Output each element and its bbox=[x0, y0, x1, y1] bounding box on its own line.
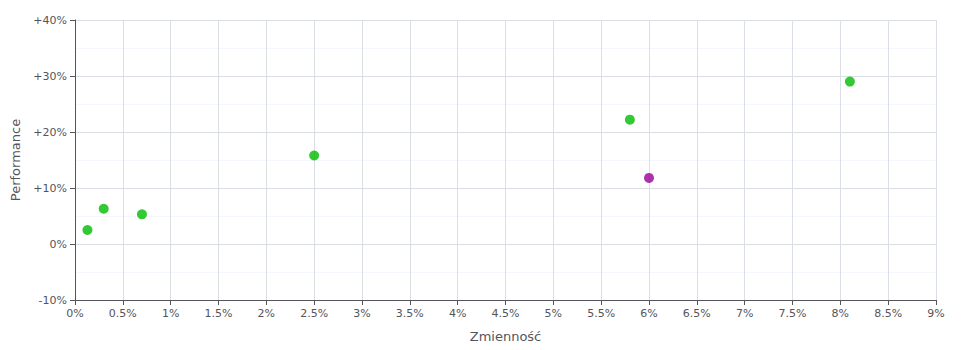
svg-text:0.5%: 0.5% bbox=[109, 307, 137, 320]
svg-text:+20%: +20% bbox=[33, 126, 67, 139]
svg-text:9%: 9% bbox=[927, 307, 944, 320]
svg-text:6.5%: 6.5% bbox=[683, 307, 711, 320]
svg-text:0%: 0% bbox=[66, 307, 83, 320]
svg-text:+40%: +40% bbox=[33, 14, 67, 27]
svg-text:3.5%: 3.5% bbox=[396, 307, 424, 320]
svg-text:5.5%: 5.5% bbox=[587, 307, 615, 320]
svg-text:3%: 3% bbox=[353, 307, 370, 320]
svg-text:7%: 7% bbox=[736, 307, 753, 320]
svg-text:7.5%: 7.5% bbox=[779, 307, 807, 320]
svg-text:2%: 2% bbox=[258, 307, 275, 320]
svg-text:1%: 1% bbox=[162, 307, 179, 320]
svg-text:6%: 6% bbox=[640, 307, 657, 320]
svg-text:+10%: +10% bbox=[33, 182, 67, 195]
svg-text:Zmienność: Zmienność bbox=[470, 329, 542, 344]
svg-text:4%: 4% bbox=[449, 307, 466, 320]
svg-text:5%: 5% bbox=[545, 307, 562, 320]
svg-text:8%: 8% bbox=[832, 307, 849, 320]
svg-text:4.5%: 4.5% bbox=[492, 307, 520, 320]
svg-text:8.5%: 8.5% bbox=[874, 307, 902, 320]
svg-text:Performance: Performance bbox=[8, 119, 23, 201]
svg-text:2.5%: 2.5% bbox=[300, 307, 328, 320]
svg-text:+30%: +30% bbox=[33, 70, 67, 83]
svg-text:1.5%: 1.5% bbox=[205, 307, 233, 320]
svg-text:-10%: -10% bbox=[39, 294, 67, 307]
svg-text:0%: 0% bbox=[50, 238, 67, 251]
